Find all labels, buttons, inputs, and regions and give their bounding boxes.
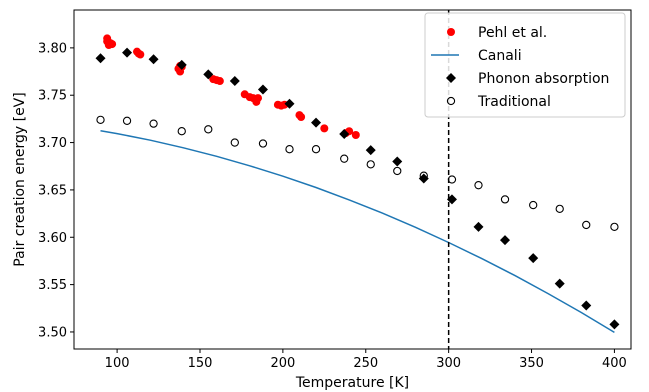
legend-label-traditional: Traditional (477, 94, 551, 110)
legend-swatch-pehl-et-al (447, 28, 455, 36)
data-point-phonon-absorption (473, 221, 484, 232)
legend-label-canali: Canali (478, 48, 522, 64)
legend: Pehl et al. Canali Phonon absorption Tradit… (424, 12, 626, 118)
data-point-pehl-et-al (320, 124, 329, 133)
data-point-phonon-absorption (581, 300, 592, 311)
legend-box (424, 12, 626, 118)
y-tick-label: 3.75 (38, 89, 67, 104)
data-point-traditional (230, 138, 239, 147)
data-point-phonon-absorption (609, 319, 620, 330)
data-point-traditional (285, 145, 294, 154)
x-tick-label: 100 (105, 356, 130, 371)
data-point-phonon-absorption (311, 117, 322, 128)
data-point-phonon-absorption (392, 156, 403, 167)
data-point-phonon-absorption (122, 47, 133, 58)
x-tick-label: 200 (270, 356, 295, 371)
data-point-traditional (204, 125, 213, 134)
data-point-traditional (555, 204, 564, 214)
data-point-traditional (419, 171, 428, 180)
data-point-traditional (122, 116, 132, 125)
data-point-phonon-absorption (176, 59, 187, 70)
data-point-phonon-absorption (229, 76, 240, 87)
data-point-traditional (366, 160, 375, 169)
data-point-traditional (311, 145, 321, 154)
data-point-phonon-absorption (148, 54, 159, 65)
y-axis-label: Pair creation energy [eV] (12, 92, 28, 266)
data-point-traditional (96, 115, 105, 124)
data-point-phonon-absorption (339, 129, 350, 140)
series-traditional (96, 115, 619, 231)
data-point-pehl-et-al (215, 77, 224, 86)
data-point-phonon-absorption (418, 173, 429, 184)
data-point-phonon-absorption (554, 278, 565, 289)
data-point-traditional (610, 222, 619, 231)
data-point-traditional (500, 195, 510, 204)
x-tick-label: 350 (519, 356, 544, 371)
legend-label-phonon-absorption: Phonon absorption (478, 71, 609, 87)
data-point-phonon-absorption (203, 69, 214, 80)
axes: 100 150 200 250 300 350 400 3.50 3.55 3.60 3.65 3.7… (38, 9, 632, 371)
y-tick-label: 3.70 (38, 136, 67, 151)
data-point-traditional (393, 166, 402, 176)
data-point-traditional (529, 200, 538, 210)
y-tick-label: 3.50 (38, 325, 67, 340)
x-axis-label: Temperature [K] (295, 375, 409, 391)
data-point-phonon-absorption (257, 84, 268, 95)
data-point-phonon-absorption (95, 53, 106, 64)
data-point-traditional (582, 220, 591, 230)
y-tick-label: 3.80 (38, 41, 67, 56)
y-tick-label: 3.65 (38, 183, 67, 198)
data-point-traditional (340, 154, 349, 163)
data-point-phonon-absorption (284, 98, 295, 109)
y-tick-label: 3.55 (38, 278, 67, 293)
x-tick-label: 400 (602, 356, 627, 371)
x-tick-label: 250 (353, 356, 378, 371)
legend-swatch-traditional (446, 96, 456, 106)
y-tick-label: 3.60 (38, 231, 67, 246)
data-point-traditional (474, 181, 483, 190)
legend-label-pehl-et-al: Pehl et al. (478, 25, 547, 41)
series-phonon-absorption (95, 47, 620, 330)
data-point-pehl-et-al (254, 94, 263, 103)
data-point-phonon-absorption (528, 253, 539, 264)
data-point-traditional (149, 119, 158, 128)
series-canali (100, 129, 615, 334)
data-point-pehl-et-al (108, 40, 117, 49)
data-point-traditional (258, 139, 268, 148)
data-point-pehl-et-al (297, 113, 306, 122)
data-point-pehl-et-al (136, 50, 145, 59)
data-point-phonon-absorption (446, 194, 457, 205)
legend-swatch-phonon-absorption (446, 73, 456, 83)
series-pehl-et-al (103, 34, 360, 139)
data-point-traditional (447, 175, 457, 184)
data-point-pehl-et-al (351, 130, 360, 139)
plot-frame (73, 9, 632, 350)
x-tick-label: 300 (436, 356, 461, 371)
data-point-phonon-absorption (500, 235, 511, 246)
x-tick-label: 150 (188, 356, 213, 371)
series-line-canali (100, 129, 615, 334)
data-point-phonon-absorption (365, 145, 376, 156)
data-point-traditional (177, 127, 186, 136)
